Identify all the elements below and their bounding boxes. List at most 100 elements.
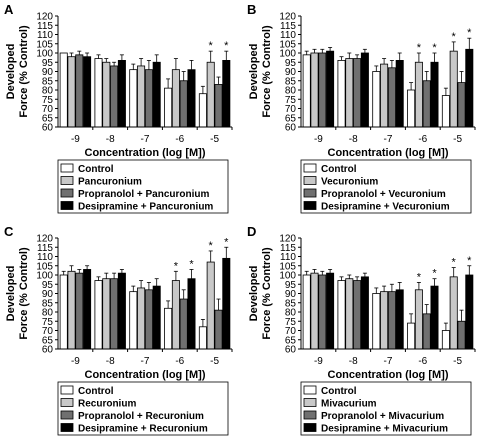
- significance-star: *: [417, 271, 422, 283]
- y-tick-label: 120: [279, 234, 296, 245]
- x-tick-label: -6: [418, 356, 427, 367]
- legend-box: [57, 381, 229, 436]
- y-tick-label: 60: [42, 345, 54, 356]
- significance-star: *: [224, 40, 229, 52]
- significance-star: *: [467, 27, 472, 39]
- legend-label: Desipramine + Vecuronium: [321, 202, 450, 213]
- bar: [129, 291, 138, 350]
- y-tick-label: 105: [36, 39, 53, 50]
- legend-label: Propranolol + Pancuronium: [78, 189, 210, 200]
- x-axis-label: Concentration (log [M]): [328, 369, 449, 381]
- legend-swatch: [303, 385, 317, 395]
- bar: [198, 93, 207, 128]
- y-tick-label: 100: [36, 271, 53, 282]
- panel-letter: B: [247, 2, 256, 17]
- bar: [59, 52, 68, 128]
- bar: [407, 89, 416, 128]
- y-tick-label: 115: [280, 243, 296, 254]
- x-tick-label: -9: [71, 134, 80, 145]
- y-tick-label: 70: [285, 104, 297, 115]
- y-tick-label: 110: [37, 252, 53, 263]
- x-tick-label: -7: [141, 356, 150, 367]
- legend-label: Desipramine + Pancuronium: [78, 202, 213, 213]
- panel-letter: C: [4, 224, 14, 239]
- y-tick-label: 85: [285, 76, 297, 87]
- bar: [395, 60, 404, 128]
- y-tick-label: 65: [42, 335, 54, 346]
- bar: [380, 291, 389, 350]
- x-tick-label: -5: [453, 356, 462, 367]
- bar: [164, 87, 173, 128]
- y-tick-label: 120: [36, 234, 53, 245]
- bar: [222, 60, 231, 128]
- x-tick-label: -9: [314, 356, 323, 367]
- bar: [152, 61, 161, 128]
- significance-star: *: [189, 258, 194, 270]
- bar: [345, 58, 354, 128]
- bar: [117, 272, 126, 350]
- legend-swatch: [60, 201, 74, 210]
- bar: [360, 276, 369, 350]
- legend-label: Control: [321, 164, 357, 175]
- legend-label: Control: [78, 164, 114, 175]
- bar: [137, 65, 146, 128]
- bar: [222, 257, 231, 350]
- y-axis-label-line: Force (% Control): [18, 25, 30, 118]
- bar: [318, 274, 327, 350]
- y-tick-label: 95: [285, 58, 297, 69]
- x-tick-label: -7: [384, 134, 393, 145]
- bar: [102, 61, 111, 128]
- bar: [407, 322, 416, 350]
- bar: [67, 56, 76, 128]
- x-tick-label: -6: [175, 356, 184, 367]
- y-tick-label: 80: [285, 308, 297, 319]
- bar: [67, 270, 76, 350]
- x-tick-label: -6: [418, 134, 427, 145]
- y-tick-label: 75: [285, 317, 297, 328]
- y-axis-label: Developed Force (% Control): [5, 247, 30, 340]
- significance-star: *: [432, 42, 437, 54]
- y-axis-label-line: Developed: [248, 266, 260, 322]
- bar: [353, 58, 362, 128]
- x-axis-label: Concentration (log [M]): [85, 369, 206, 381]
- bar: [395, 289, 404, 350]
- y-tick-label: 120: [36, 12, 53, 23]
- bar: [117, 60, 126, 128]
- bar: [414, 289, 423, 350]
- y-tick-label: 100: [279, 271, 296, 282]
- y-tick-label: 65: [285, 113, 297, 124]
- bar: [144, 289, 153, 350]
- bar: [345, 278, 354, 350]
- y-tick-label: 100: [279, 49, 296, 60]
- y-tick-label: 100: [36, 49, 53, 60]
- bar: [310, 272, 319, 350]
- bar: [449, 50, 458, 128]
- bar: [465, 48, 474, 128]
- x-tick-label: -5: [210, 134, 219, 145]
- y-tick-label: 80: [42, 86, 54, 97]
- panel-letter: D: [247, 224, 256, 239]
- bar: [152, 285, 161, 350]
- y-tick-label: 105: [36, 261, 53, 272]
- bar: [387, 291, 396, 350]
- legend-label: Vecuronium: [321, 177, 378, 188]
- legend-swatch: [303, 410, 317, 420]
- significance-star: *: [174, 260, 179, 272]
- bar: [179, 298, 188, 350]
- bar: [75, 54, 84, 128]
- y-axis-label-line: Force (% Control): [261, 25, 273, 118]
- y-tick-label: 115: [280, 21, 296, 32]
- y-axis-label-line: Developed: [5, 44, 17, 100]
- y-tick-label: 120: [279, 12, 296, 23]
- x-tick-label: -9: [71, 356, 80, 367]
- legend-label: Desipramine + Recuronium: [78, 424, 208, 435]
- legend-label: Mivacurium: [321, 399, 377, 410]
- x-tick-label: -8: [106, 356, 115, 367]
- significance-star: *: [432, 268, 437, 280]
- y-tick-label: 70: [42, 326, 54, 337]
